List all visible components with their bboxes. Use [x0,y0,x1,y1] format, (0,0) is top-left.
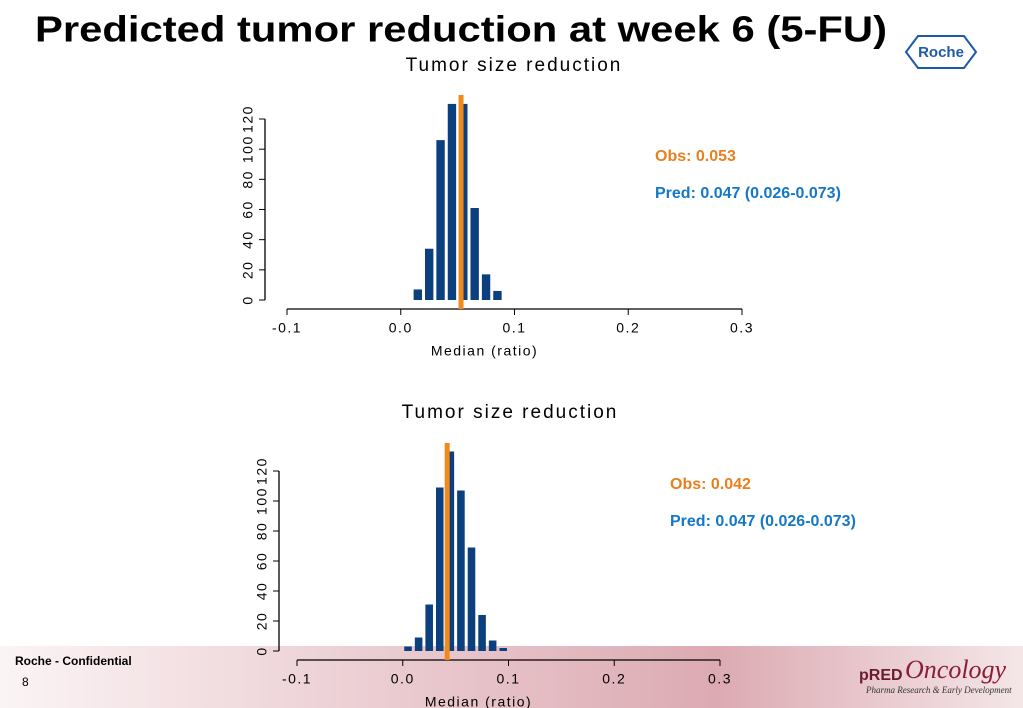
annotation: Obs: 0.042 [670,476,751,493]
y-tick-label: 60 [240,200,256,219]
x-tick-label: 0.1 [497,671,521,687]
x-tick-label: 0.0 [389,320,413,336]
bar [470,207,479,300]
x-tick-label: 0.0 [391,671,415,687]
y-tick-label: 100 [254,487,270,515]
bar [499,648,507,651]
bar [413,289,422,300]
y-tick-label: 80 [240,170,256,189]
brand: Oncology [905,655,1007,684]
chart-title: Tumor size reduction [402,402,619,423]
logo-frame [904,35,978,69]
x-tick-label: 0.2 [602,671,626,687]
x-tick-label: 0.2 [616,320,640,336]
bar [414,637,423,651]
chart-title: Tumor size reduction [406,55,623,76]
bar [435,487,444,651]
logo: Roche [918,44,964,61]
y-tick-label: 80 [254,522,270,541]
footer-band [0,646,1023,708]
annotation: Obs: 0.053 [655,148,736,165]
bar [404,646,412,651]
bar [446,451,455,651]
x-axis-label: Median (ratio) [425,694,532,708]
y-tick-label: 20 [254,612,270,631]
slide-title: Predicted tumor reduction at week 6 (5-F… [35,9,887,50]
y-tick-label: 120 [240,105,256,133]
x-tick-label: -0.1 [272,320,302,336]
x-tick-label: 0.3 [708,671,732,687]
page-number: 8 [22,675,29,689]
footer: Roche - Confidential [15,654,132,668]
y-tick-label: 40 [254,582,270,601]
bar [436,140,445,300]
x-axis-label: Median (ratio) [431,343,538,359]
y-tick-label: 100 [240,135,256,163]
x-tick-label: -0.1 [282,671,312,687]
x-tick-label: 0.1 [503,320,527,336]
y-tick-label: 0 [254,646,270,655]
bar [425,604,433,651]
bar [478,615,486,651]
brand-prefix: pRED [859,667,903,684]
bar [467,547,476,651]
y-tick-label: 60 [254,552,270,571]
bar [425,248,434,300]
y-tick-label: 20 [240,261,256,280]
bar [481,274,491,300]
bar [457,490,465,651]
x-tick-label: 0.3 [730,320,754,336]
bar [493,290,502,300]
y-tick-label: 40 [240,230,256,249]
y-tick-label: 0 [240,295,256,304]
annotation: Pred: 0.047 (0.026-0.073) [670,513,856,530]
bar [447,103,457,301]
annotation: Pred: 0.047 (0.026-0.073) [655,185,841,202]
bar [488,640,497,651]
brand-subtitle: Pharma Research & Early Development [865,685,1012,695]
y-tick-label: 120 [254,457,270,485]
